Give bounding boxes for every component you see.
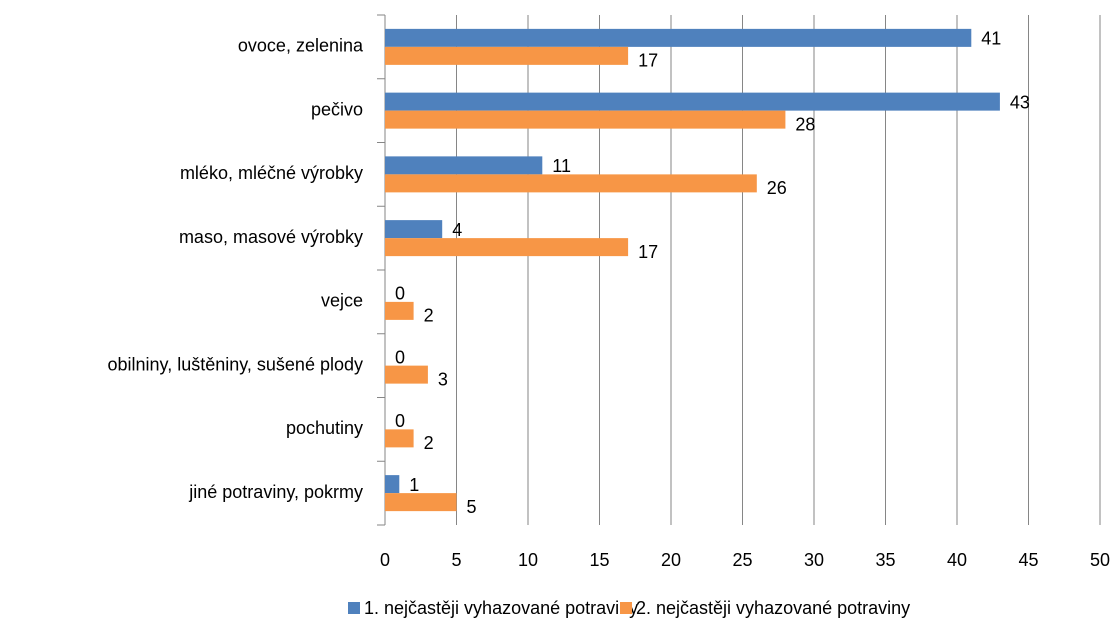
y-tick-label: pochutiny xyxy=(286,418,363,438)
data-label: 1 xyxy=(409,475,419,495)
legend-swatch xyxy=(620,602,632,614)
data-label: 3 xyxy=(438,369,448,389)
data-label: 43 xyxy=(1010,92,1030,112)
y-tick-label: obilniny, luštěniny, sušené plody xyxy=(108,354,364,374)
legend-label: 1. nejčastěji vyhazované potraviny xyxy=(364,598,638,618)
data-label: 2 xyxy=(424,433,434,453)
data-label: 0 xyxy=(395,284,405,304)
x-tick-label: 30 xyxy=(804,550,824,570)
legend-swatch xyxy=(348,602,360,614)
data-label: 5 xyxy=(467,497,477,517)
data-label: 0 xyxy=(395,347,405,367)
data-label: 26 xyxy=(767,178,787,198)
x-tick-label: 45 xyxy=(1018,550,1038,570)
bar xyxy=(385,220,443,239)
data-label: 41 xyxy=(981,29,1001,49)
bar xyxy=(385,493,457,512)
x-tick-label: 0 xyxy=(380,550,390,570)
x-tick-label: 50 xyxy=(1090,550,1110,570)
y-tick-label: vejce xyxy=(321,291,363,311)
bar xyxy=(385,110,786,129)
data-label: 11 xyxy=(552,156,571,176)
x-tick-label: 20 xyxy=(661,550,681,570)
bar xyxy=(385,46,629,65)
data-label: 2 xyxy=(424,306,434,326)
bar xyxy=(385,365,428,384)
x-tick-label: 5 xyxy=(451,550,461,570)
bar xyxy=(385,238,629,257)
bar xyxy=(385,429,414,448)
x-tick-label: 25 xyxy=(732,550,752,570)
data-label: 4 xyxy=(452,220,462,240)
x-tick-label: 35 xyxy=(875,550,895,570)
data-label: 0 xyxy=(395,411,405,431)
data-label: 17 xyxy=(638,242,658,262)
bar xyxy=(385,92,1000,111)
y-tick-label: mléko, mléčné výrobky xyxy=(180,163,363,183)
bar xyxy=(385,156,543,175)
data-label: 28 xyxy=(795,114,815,134)
y-tick-label: pečivo xyxy=(311,99,363,119)
x-tick-label: 15 xyxy=(589,550,609,570)
bar xyxy=(385,301,414,320)
legend-label: 2. nejčastěji vyhazované potraviny xyxy=(636,598,910,618)
x-tick-label: 10 xyxy=(518,550,538,570)
bar xyxy=(385,174,757,193)
x-tick-label: 40 xyxy=(947,550,967,570)
bar xyxy=(385,475,400,494)
y-tick-label: maso, masové výrobky xyxy=(179,227,363,247)
y-tick-label: ovoce, zelenina xyxy=(238,36,364,56)
data-label: 17 xyxy=(638,51,658,71)
y-tick-label: jiné potraviny, pokrmy xyxy=(188,482,363,502)
bar xyxy=(385,28,972,47)
